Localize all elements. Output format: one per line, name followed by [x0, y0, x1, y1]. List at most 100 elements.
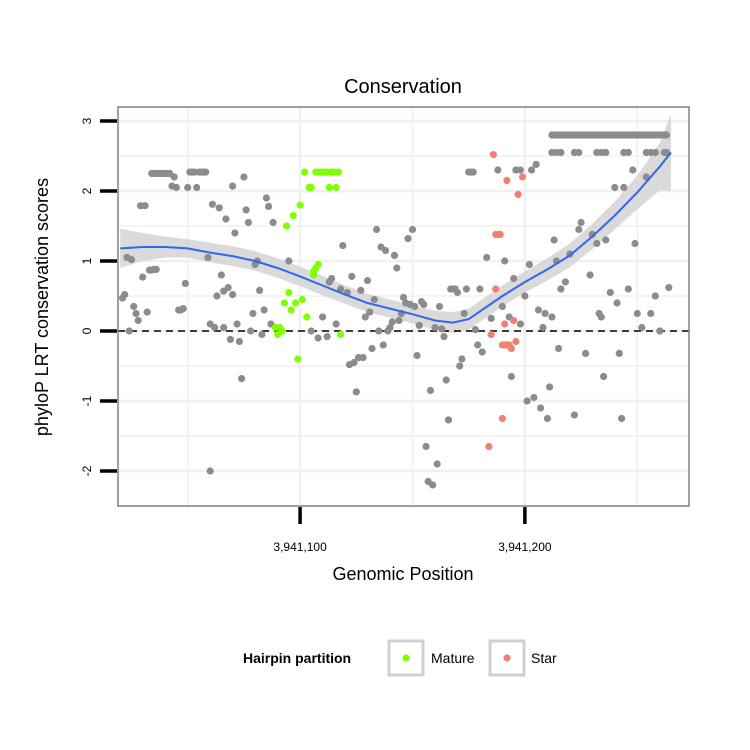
data-point-other [379, 341, 387, 349]
data-point-other [408, 225, 417, 234]
data-point-mature [303, 313, 311, 321]
data-point-other [483, 253, 491, 262]
data-point-other [337, 285, 345, 293]
data-point-mature [307, 183, 315, 192]
data-point-other [399, 293, 408, 301]
data-point-other [534, 306, 543, 314]
data-point-other [629, 166, 637, 174]
data-point-other [139, 273, 147, 281]
data-point-other [487, 314, 495, 322]
data-point-other [357, 286, 365, 294]
data-point-other [211, 323, 219, 332]
data-point-other [134, 316, 142, 325]
data-point-other [363, 277, 372, 285]
data-point-other [420, 300, 428, 308]
data-point-other [256, 286, 264, 294]
data-point-other [444, 416, 453, 424]
y-tick-label: 3 [80, 117, 94, 124]
plot-border [117, 106, 690, 507]
data-point-other [238, 375, 246, 383]
data-point-other [557, 285, 565, 293]
data-point-other [433, 460, 441, 468]
data-point-other [582, 349, 590, 357]
data-point-other [204, 253, 212, 262]
data-point-other [130, 302, 138, 311]
data-point-other [404, 235, 412, 243]
y-axis: -2 -1 0 1 2 3 [80, 117, 117, 476]
data-point-other [521, 292, 529, 300]
data-point-other [247, 327, 255, 335]
data-point-other [307, 327, 315, 335]
legend-symbol-mature [402, 654, 410, 662]
data-point-other [528, 166, 536, 174]
data-point-other [525, 260, 534, 269]
data-point-other [651, 148, 659, 157]
data-point-other [395, 316, 403, 325]
data-point-other [127, 256, 136, 264]
data-point-other [471, 326, 479, 334]
data-point-other [206, 467, 214, 475]
data-point-other [638, 323, 646, 332]
y-axis-title: phyloP LRT conservation scores [32, 178, 52, 436]
data-point-star [512, 337, 520, 346]
data-point-star [503, 176, 511, 185]
data-point-other [381, 246, 390, 255]
legend-symbol-star [503, 654, 511, 662]
data-point-other [460, 309, 468, 318]
data-point-other [372, 225, 381, 234]
data-point-star [510, 316, 518, 325]
data-point-other [208, 200, 216, 208]
data-point-mature [301, 168, 309, 176]
legend-entry-mature: Mature [387, 639, 475, 677]
data-point-other [456, 362, 464, 370]
data-point-other [231, 229, 239, 237]
data-point-other [462, 285, 470, 293]
data-point-other [359, 354, 367, 362]
y-tick-label: 1 [80, 257, 94, 264]
data-point-other [588, 230, 596, 238]
data-point-star [519, 173, 527, 181]
data-point-other [426, 386, 435, 395]
data-point-other [224, 284, 232, 292]
data-point-other [665, 284, 673, 292]
data-point-other [575, 148, 583, 157]
data-point-other [555, 344, 563, 353]
data-point-other [352, 388, 360, 396]
x-tick-label: 3,941,200 [498, 540, 552, 554]
data-point-other [181, 279, 189, 287]
data-point-other [429, 481, 437, 489]
data-point-other [332, 320, 340, 328]
data-point-other [631, 239, 639, 248]
data-point-mature [283, 222, 291, 230]
data-point-other [370, 295, 378, 304]
data-point-other [422, 442, 430, 451]
data-point-other [453, 288, 462, 297]
data-point-other [215, 204, 223, 212]
data-point-other [624, 285, 632, 293]
data-point-other [633, 309, 641, 318]
x-tick-label: 3,941,100 [273, 540, 327, 554]
data-point-other [217, 271, 225, 279]
data-point-other [570, 411, 579, 419]
data-point-other [258, 330, 266, 339]
y-tick-label: 2 [80, 187, 94, 194]
data-point-star [496, 230, 504, 238]
data-point-other [229, 291, 237, 299]
data-point-other [539, 323, 547, 332]
data-point-other [537, 404, 545, 412]
data-point-other [220, 323, 228, 332]
data-point-other [348, 272, 356, 280]
data-point-other [235, 337, 243, 346]
data-point-other [213, 292, 221, 300]
data-point-other [523, 397, 531, 405]
data-point-other [411, 302, 419, 311]
data-point-other [611, 183, 619, 192]
data-point-other [440, 333, 448, 341]
data-point-other [415, 321, 423, 329]
smooth-trend-line [120, 151, 672, 324]
data-point-other [516, 320, 525, 328]
data-point-other [229, 182, 237, 190]
data-point-other [388, 318, 396, 326]
data-point-other [530, 393, 538, 402]
data-point-other [510, 274, 518, 283]
